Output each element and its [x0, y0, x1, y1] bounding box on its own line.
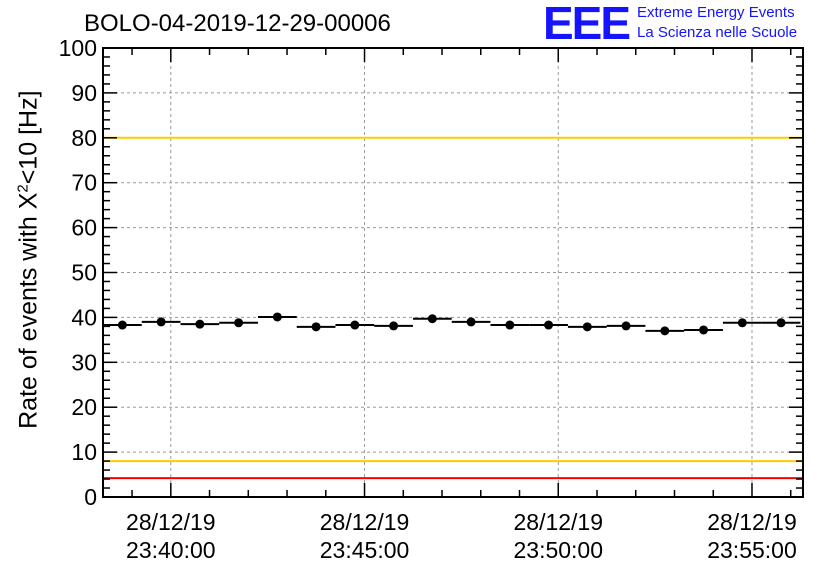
x-tick-label-time: 23:50:00 — [513, 537, 603, 563]
data-point — [621, 321, 631, 331]
y-tick-label: 70 — [71, 170, 97, 196]
data-point — [234, 318, 244, 328]
logo-line1: Extreme Energy Events — [637, 4, 795, 21]
data-point — [737, 318, 747, 328]
data-point — [582, 322, 592, 332]
x-tick-label-time: 23:40:00 — [126, 537, 216, 563]
chart-title: BOLO-04-2019-12-29-00006 — [84, 10, 391, 37]
y-tick-label: 100 — [59, 35, 97, 61]
y-tick-label: 60 — [71, 215, 97, 241]
x-tick-label-date: 28/12/19 — [126, 509, 216, 535]
x-tick-label-time: 23:55:00 — [707, 537, 797, 563]
y-tick-label: 10 — [71, 439, 97, 465]
y-tick-label: 50 — [71, 260, 97, 286]
data-point — [117, 320, 127, 330]
y-tick-label: 0 — [84, 484, 97, 510]
data-point — [389, 321, 399, 331]
data-point — [660, 326, 670, 336]
x-tick-label-date: 28/12/19 — [513, 509, 603, 535]
data-point — [699, 325, 709, 335]
y-tick-label: 80 — [71, 125, 97, 151]
data-point — [776, 318, 786, 328]
data-point — [427, 314, 437, 324]
y-axis-label: Rate of events with X2<10 [Hz] — [14, 90, 43, 429]
data-point — [350, 320, 360, 330]
data-point — [195, 319, 205, 329]
data-point — [466, 317, 476, 327]
logo-line2: La Scienza nelle Scuole — [637, 24, 798, 41]
x-tick-label-date: 28/12/19 — [320, 509, 410, 535]
y-tick-label: 30 — [71, 349, 97, 375]
eee-logo: EEE — [543, 0, 631, 49]
data-point — [544, 320, 554, 330]
y-tick-label: 40 — [71, 304, 97, 330]
y-tick-label: 90 — [71, 80, 97, 106]
data-point — [505, 320, 515, 330]
y-tick-label: 20 — [71, 394, 97, 420]
data-point — [156, 317, 166, 327]
data-point — [272, 312, 282, 322]
data-point — [311, 322, 321, 332]
x-tick-label-time: 23:45:00 — [320, 537, 410, 563]
x-tick-label-date: 28/12/19 — [707, 509, 797, 535]
